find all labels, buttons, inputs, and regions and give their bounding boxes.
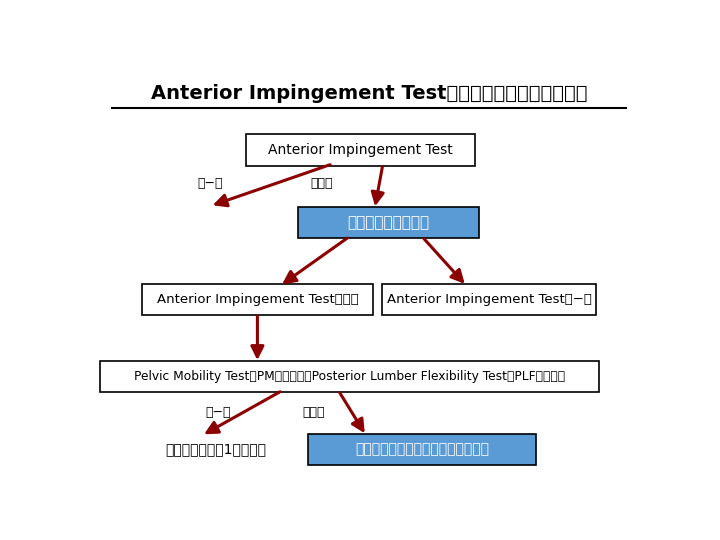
Text: （−）: （−）: [197, 177, 222, 190]
FancyBboxPatch shape: [382, 284, 596, 315]
Text: Anterior Impingement Test　陰性化へのアルゴリズム: Anterior Impingement Test 陰性化へのアルゴリズム: [150, 84, 588, 103]
Text: （＋）: （＋）: [310, 177, 333, 190]
FancyBboxPatch shape: [307, 434, 536, 465]
Text: 股関節の可動域獲得: 股関節の可動域獲得: [348, 215, 430, 230]
Text: 関節唇損傷を留1い精査へ: 関節唇損傷を留1い精査へ: [166, 442, 266, 456]
Text: Pelvic Mobility Test（PMテスト）・Posterior Lumber Flexibility Test（PLFテスト）: Pelvic Mobility Test（PMテスト）・Posterior Lu…: [134, 370, 565, 383]
Text: （＋）: （＋）: [302, 406, 325, 420]
Text: Anterior Impingement Test: Anterior Impingement Test: [269, 143, 453, 157]
Text: （−）: （−）: [206, 406, 231, 420]
Text: Anterior Impingement Test（＋）: Anterior Impingement Test（＋）: [156, 293, 359, 306]
FancyBboxPatch shape: [142, 284, 373, 315]
FancyBboxPatch shape: [246, 134, 475, 166]
Text: Anterior Impingement Test（−）: Anterior Impingement Test（−）: [387, 293, 591, 306]
Text: 骨盤後傾を促すためのエクササイズ: 骨盤後傾を促すためのエクササイズ: [355, 442, 489, 456]
FancyBboxPatch shape: [298, 207, 480, 238]
FancyBboxPatch shape: [100, 361, 599, 392]
